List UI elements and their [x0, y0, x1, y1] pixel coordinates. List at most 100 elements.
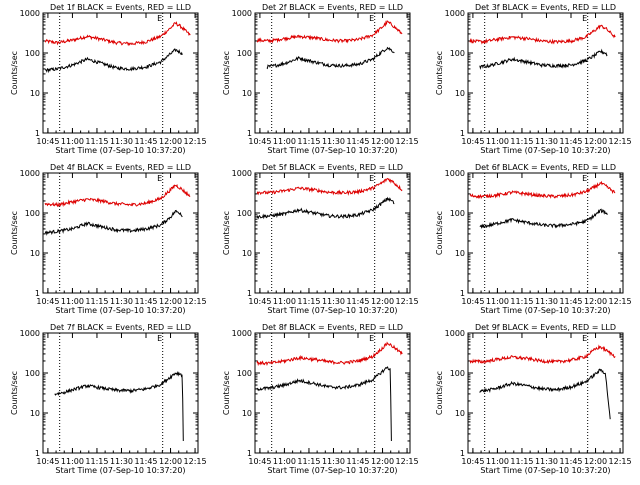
x-axis-label: Start Time (07-Sep-10 10:37:20): [55, 306, 185, 315]
x-axis-label: Start Time (07-Sep-10 10:37:20): [480, 146, 610, 155]
x-tick-label: 11:15: [297, 297, 320, 306]
x-tick-label: 11:45: [559, 457, 582, 466]
plot-frame: [42, 12, 199, 134]
plot-frame: [42, 172, 199, 294]
lld-series-line: [256, 177, 403, 196]
x-axis-label: Start Time (07-Sep-10 10:37:20): [480, 466, 610, 475]
y-tick-label: 1000: [20, 169, 40, 178]
x-tick-label: 11:30: [535, 297, 558, 306]
x-axis-label: Start Time (07-Sep-10 10:37:20): [267, 146, 397, 155]
x-tick-label: 10:45: [36, 137, 59, 146]
y-tick-label: 10: [30, 409, 40, 418]
y-axis-label: Counts/sec: [222, 371, 231, 415]
lld-series-line: [469, 180, 616, 200]
y-tick-label: 1: [247, 449, 252, 458]
events-series-line: [479, 48, 608, 70]
x-tick-label: 10:45: [36, 457, 59, 466]
x-tick-label: 11:45: [134, 137, 157, 146]
panel-title: Det 2f BLACK = Events, RED = LLD: [262, 3, 403, 12]
x-tick-label: 11:45: [559, 137, 582, 146]
y-tick-label: 1: [460, 449, 465, 458]
x-tick-label: 10:45: [461, 457, 484, 466]
x-tick-label: 11:30: [322, 297, 345, 306]
x-tick-label: 12:00: [159, 297, 182, 306]
x-tick-label: 11:15: [297, 137, 320, 146]
panel-7: Det 7f BLACK = Events, RED = LLD 1 10 100 10…: [10, 323, 207, 475]
y-tick-label: 1: [247, 129, 252, 138]
y-tick-label: 100: [450, 209, 465, 218]
y-tick-label: 1000: [232, 9, 252, 18]
y-tick-label: 10: [242, 409, 252, 418]
plot-frame: [467, 332, 624, 454]
x-tick-label: 11:00: [61, 297, 84, 306]
panel-title: Det 5f BLACK = Events, RED = LLD: [262, 163, 403, 172]
events-series-line: [479, 208, 608, 229]
x-tick-label: 11:30: [322, 137, 345, 146]
y-tick-label: 1000: [445, 169, 465, 178]
y-tick-label: 100: [25, 369, 40, 378]
x-tick-label: 12:15: [184, 137, 207, 146]
y-tick-label: 1: [35, 449, 40, 458]
x-tick-label: 11:15: [510, 297, 533, 306]
x-tick-label: 11:45: [134, 457, 157, 466]
x-tick-label: 11:45: [346, 297, 369, 306]
panel-2: Det 2f BLACK = Events, RED = LLD 1 10 100 10…: [222, 3, 419, 155]
panel-title: Det 8f BLACK = Events, RED = LLD: [262, 323, 403, 332]
panel-1: Det 1f BLACK = Events, RED = LLD 1 10 100 10…: [10, 3, 207, 155]
x-tick-label: 11:00: [486, 457, 509, 466]
lld-series-line: [256, 20, 403, 44]
y-tick-label: 1000: [232, 329, 252, 338]
y-tick-label: 1: [35, 289, 40, 298]
x-tick-label: 12:00: [371, 297, 394, 306]
x-tick-label: 11:00: [61, 137, 84, 146]
time-marker-label: E: [369, 14, 374, 23]
x-tick-label: 12:00: [584, 297, 607, 306]
y-axis-label: Counts/sec: [435, 211, 444, 255]
y-axis-label: Counts/sec: [10, 211, 19, 255]
panel-title: Det 4f BLACK = Events, RED = LLD: [50, 163, 191, 172]
x-tick-label: 11:15: [510, 457, 533, 466]
y-tick-label: 10: [455, 409, 465, 418]
x-tick-label: 11:15: [85, 297, 108, 306]
x-tick-label: 11:45: [134, 297, 157, 306]
x-tick-label: 11:30: [110, 457, 133, 466]
x-tick-label: 11:00: [273, 297, 296, 306]
panel-4: Det 4f BLACK = Events, RED = LLD 1 10 100 10…: [10, 163, 207, 315]
x-tick-label: 12:00: [371, 137, 394, 146]
y-tick-label: 1000: [20, 9, 40, 18]
time-marker-label: E: [369, 334, 374, 343]
x-tick-label: 12:00: [159, 137, 182, 146]
x-tick-label: 11:00: [486, 137, 509, 146]
plot-frame: [467, 12, 624, 134]
time-marker-label: E: [157, 174, 162, 183]
events-series-line: [266, 46, 395, 70]
y-tick-label: 100: [450, 369, 465, 378]
panel-9: Det 9f BLACK = Events, RED = LLD 1 10 100 10…: [435, 323, 632, 475]
x-tick-label: 12:15: [609, 137, 632, 146]
y-tick-label: 100: [450, 49, 465, 58]
time-marker-label: E: [157, 334, 162, 343]
plot-frame: [254, 172, 411, 294]
x-tick-label: 11:30: [535, 457, 558, 466]
x-tick-label: 12:15: [184, 457, 207, 466]
x-tick-label: 11:00: [61, 457, 84, 466]
lld-series-line: [256, 341, 403, 367]
y-tick-label: 100: [237, 49, 252, 58]
x-tick-label: 11:00: [486, 297, 509, 306]
x-axis-label: Start Time (07-Sep-10 10:37:20): [55, 466, 185, 475]
x-tick-label: 11:45: [559, 297, 582, 306]
y-tick-label: 1: [460, 289, 465, 298]
y-tick-label: 10: [30, 89, 40, 98]
x-tick-label: 10:45: [248, 297, 271, 306]
panel-6: Det 6f BLACK = Events, RED = LLD 1 10 100 10…: [435, 163, 632, 315]
time-marker-label: E: [582, 334, 587, 343]
x-tick-label: 12:15: [396, 297, 419, 306]
y-tick-label: 10: [30, 249, 40, 258]
x-tick-label: 10:45: [461, 137, 484, 146]
y-axis-label: Counts/sec: [222, 51, 231, 95]
y-tick-label: 100: [25, 209, 40, 218]
x-tick-label: 11:45: [346, 137, 369, 146]
panel-3: Det 3f BLACK = Events, RED = LLD 1 10 100 10…: [435, 3, 632, 155]
y-axis-label: Counts/sec: [222, 211, 231, 255]
